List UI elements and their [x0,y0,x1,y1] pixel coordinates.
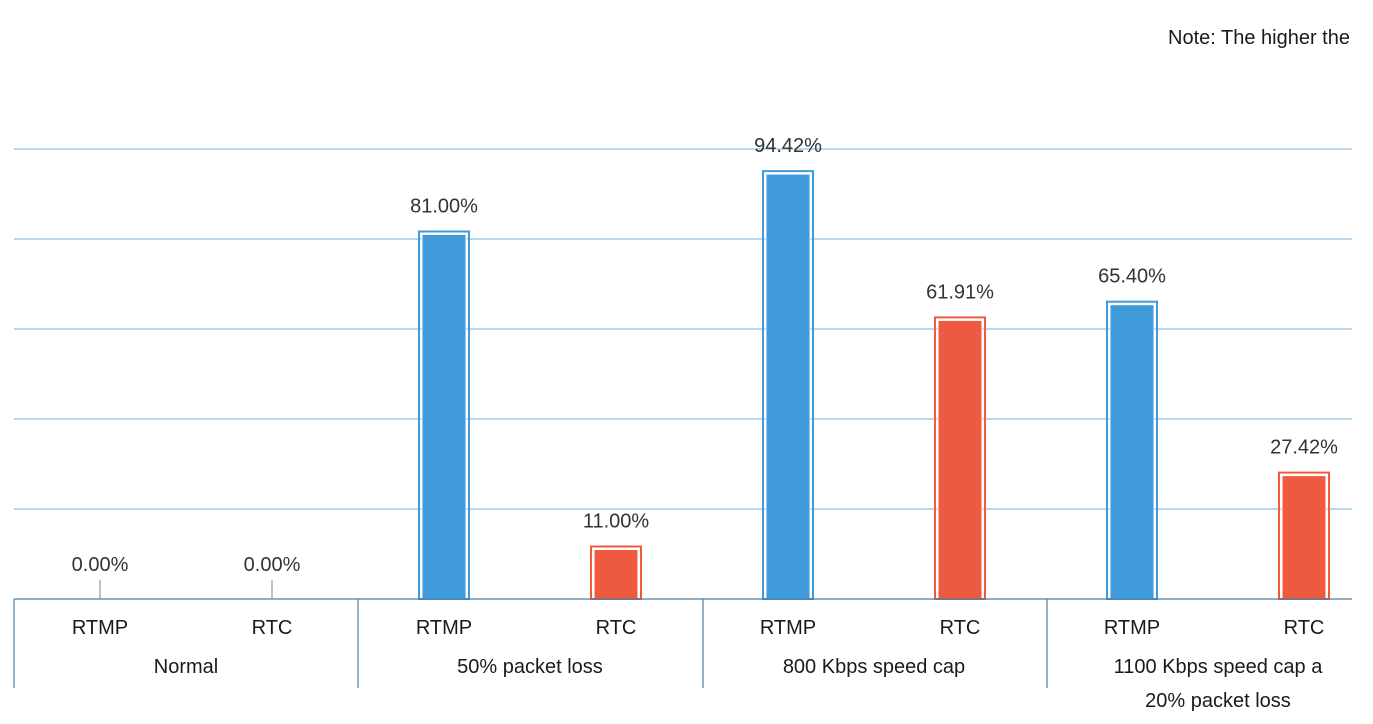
tick-label-rtmp-4: RTMP [1104,617,1160,639]
tick-label-rtc-2: RTC [596,617,637,639]
tick-label-rtmp-1: RTMP [72,617,128,639]
data-label-rtc-2: 11.00% [583,511,650,533]
tick-label-rtmp-3: RTMP [760,617,816,639]
bar-rtc-4 [1281,475,1327,600]
bar-rtmp-3 [765,173,811,600]
data-label-rtmp-4: 65.40% [1098,266,1166,288]
data-label-rtc-4: 27.42% [1270,437,1338,459]
data-label-rtc-3: 61.91% [926,281,994,303]
tick-label-rtc-4: RTC [1284,617,1325,639]
data-labels: 0.00% 0.00% 81.00% 11.00% 94.42% 61.91% 65.40%… [72,135,1338,576]
tick-label-rtc-1: RTC [252,617,293,639]
x-axis: RTMP RTC RTMP RTC RTMP RTC RTMP RTC Normal 50% pa… [13,598,1352,712]
bars [99,170,1330,601]
group-label-1: Normal [154,656,218,678]
data-label-rtc-1: 0.00% [244,554,301,576]
group-label-2: 50% packet loss [457,656,603,678]
group-label-3: 800 Kbps speed cap [783,656,965,678]
data-label-rtmp-3: 94.42% [754,135,822,157]
bar-rtc-2 [593,549,639,600]
tick-label-rtmp-2: RTMP [416,617,472,639]
group-label-4-line-1: 1100 Kbps speed cap a [1114,656,1324,678]
data-label-rtmp-1: 0.00% [72,554,129,576]
bar-rtmp-4 [1109,304,1155,600]
group-label-4-line-2: 20% packet loss [1145,690,1291,712]
bar-rtmp-2 [421,234,467,600]
chart-note: Note: The higher the [1168,27,1350,49]
tick-label-rtc-3: RTC [940,617,981,639]
bar-rtc-3 [937,319,983,600]
data-label-rtmp-2: 81.00% [410,196,478,218]
